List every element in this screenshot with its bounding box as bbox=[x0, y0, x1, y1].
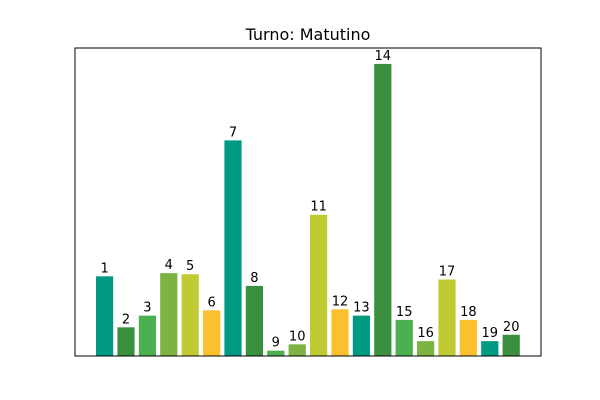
data-label-1: 1 bbox=[100, 261, 108, 276]
data-label-7: 7 bbox=[229, 125, 237, 140]
data-label-15: 15 bbox=[396, 305, 413, 320]
data-label-16: 16 bbox=[417, 326, 434, 341]
bar-2 bbox=[117, 327, 135, 356]
data-label-8: 8 bbox=[250, 271, 258, 286]
bar-11 bbox=[310, 214, 328, 356]
bars-group bbox=[96, 63, 520, 357]
data-label-5: 5 bbox=[186, 259, 194, 274]
data-label-9: 9 bbox=[272, 336, 280, 351]
data-label-11: 11 bbox=[310, 200, 327, 215]
bar-3 bbox=[138, 315, 156, 356]
data-label-17: 17 bbox=[439, 265, 456, 280]
bar-16 bbox=[417, 341, 435, 356]
bar-9 bbox=[267, 350, 285, 356]
data-label-14: 14 bbox=[375, 49, 392, 64]
bar-12 bbox=[331, 309, 349, 356]
bar-6 bbox=[203, 310, 221, 356]
data-label-18: 18 bbox=[460, 305, 477, 320]
bar-10 bbox=[288, 344, 306, 356]
bar-5 bbox=[181, 274, 199, 356]
bar-8 bbox=[245, 285, 263, 356]
bar-20 bbox=[502, 334, 520, 356]
data-label-10: 10 bbox=[289, 329, 306, 344]
bar-19 bbox=[481, 341, 499, 356]
bar-17 bbox=[438, 279, 456, 356]
bar-18 bbox=[459, 319, 477, 356]
bar-14 bbox=[374, 63, 392, 357]
data-label-3: 3 bbox=[143, 301, 151, 316]
plot-frame bbox=[74, 47, 542, 357]
data-label-2: 2 bbox=[122, 312, 130, 327]
bar-13 bbox=[352, 315, 370, 356]
bar-15 bbox=[395, 319, 413, 356]
chart-title: Turno: Matutino bbox=[245, 25, 371, 44]
data-label-12: 12 bbox=[332, 294, 349, 309]
data-label-6: 6 bbox=[207, 295, 215, 310]
data-label-20: 20 bbox=[503, 320, 520, 335]
data-label-19: 19 bbox=[482, 326, 499, 341]
bar-7 bbox=[224, 140, 242, 356]
data-label-13: 13 bbox=[353, 301, 370, 316]
data-label-4: 4 bbox=[165, 258, 173, 273]
bar-4 bbox=[160, 273, 178, 356]
bar-1 bbox=[96, 276, 114, 356]
